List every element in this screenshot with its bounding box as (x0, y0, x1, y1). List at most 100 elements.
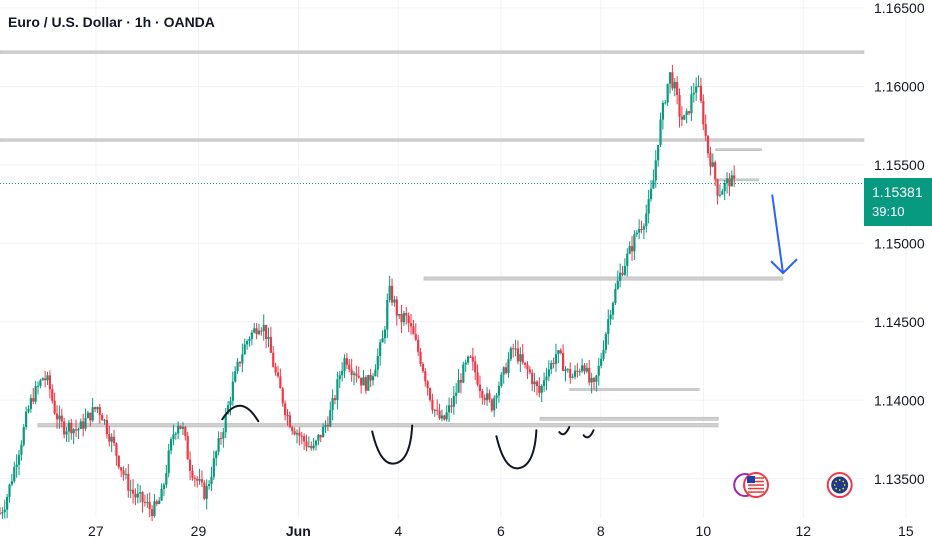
candle-body (232, 382, 234, 401)
candle-body (42, 378, 44, 380)
candle-body (712, 162, 714, 166)
candle-body (258, 331, 260, 335)
candle-body (286, 415, 288, 416)
candle-body (474, 362, 476, 373)
candle-body (196, 479, 198, 481)
candle-body (543, 380, 545, 386)
y-tick-label: 1.14500 (874, 314, 925, 330)
candle-body (56, 414, 58, 420)
candle-body (163, 485, 165, 489)
candle-body (6, 497, 8, 510)
hand-drawn-mark (584, 430, 594, 437)
candle-body (553, 363, 555, 364)
candle-body (282, 388, 284, 403)
candle-body (410, 323, 412, 326)
candle-body (30, 398, 32, 409)
candle-body (125, 474, 127, 475)
x-tick-label: Jun (286, 523, 311, 539)
candle-body (25, 412, 27, 427)
candle-body (329, 410, 331, 426)
candle-body (721, 191, 723, 194)
candle-body (398, 314, 400, 316)
candle-body (253, 328, 255, 332)
candle-body (65, 432, 67, 435)
candle-body (591, 378, 593, 382)
candle-body (84, 418, 86, 429)
candle-body (607, 319, 609, 334)
candle-body (294, 431, 296, 434)
candle-body (697, 86, 699, 87)
candle-body (393, 300, 395, 303)
candle-body (450, 405, 452, 406)
candle-body (476, 372, 478, 384)
candle-body (49, 375, 51, 389)
candle-body (220, 438, 222, 439)
candle-body (381, 338, 383, 342)
candle-body (111, 437, 113, 442)
candle-body (343, 358, 345, 371)
zone-rect (0, 51, 864, 54)
flag-star (834, 484, 836, 486)
current-price-badge: 1.15381 39:10 (864, 178, 932, 226)
candle-body (272, 353, 274, 367)
candle-body (267, 337, 269, 339)
candle-body (705, 124, 707, 136)
flag-star (835, 481, 837, 483)
candle-body (586, 368, 588, 372)
candle-body (263, 325, 265, 331)
candle-body (241, 354, 243, 363)
candle-body (260, 331, 262, 332)
candle-body (581, 365, 583, 371)
candle-body (277, 372, 279, 376)
candle-body (652, 180, 654, 188)
x-tick-label: 12 (795, 523, 811, 539)
candle-body (384, 330, 386, 339)
candle-body (555, 354, 557, 364)
candle-body (690, 94, 692, 113)
candle-body (137, 494, 139, 498)
candle-body (681, 117, 683, 120)
candle-body (191, 471, 193, 478)
candle-body (619, 273, 621, 281)
candle-body (438, 411, 440, 419)
candle-body (237, 362, 239, 371)
candle-body (424, 371, 426, 381)
candle-body (664, 102, 666, 103)
candle-body (324, 425, 326, 427)
candle-body (462, 365, 464, 383)
candle-body (403, 313, 405, 322)
candle-body (256, 328, 258, 334)
candle-body (389, 286, 391, 300)
candle-body (289, 415, 291, 427)
candle-body (298, 433, 300, 436)
hand-drawn-mark (559, 427, 569, 434)
candle-body (77, 429, 79, 431)
candle-body (194, 478, 196, 479)
candle-body (8, 485, 10, 497)
candle-body (448, 405, 450, 412)
candle-body (99, 407, 101, 415)
candle-body (391, 286, 393, 303)
flag-star (842, 481, 844, 483)
candle-body (348, 365, 350, 370)
candle-body (733, 175, 735, 178)
y-tick-label: 1.16500 (874, 0, 925, 16)
candle-body (106, 420, 108, 434)
candle-body (498, 386, 500, 396)
candle-body (529, 369, 531, 372)
candle-body (358, 376, 360, 378)
flag-field (831, 477, 848, 494)
candle-body (595, 376, 597, 382)
candle-body (265, 325, 267, 339)
candle-body (182, 427, 184, 429)
candle-body (460, 380, 462, 383)
zone-rect (570, 389, 700, 391)
candle-body (633, 234, 635, 251)
candle-body (507, 359, 509, 373)
candle-body (562, 353, 564, 371)
y-tick-label: 1.16000 (874, 78, 925, 94)
y-tick-label: 1.15000 (874, 235, 925, 251)
candle-body (669, 72, 671, 84)
